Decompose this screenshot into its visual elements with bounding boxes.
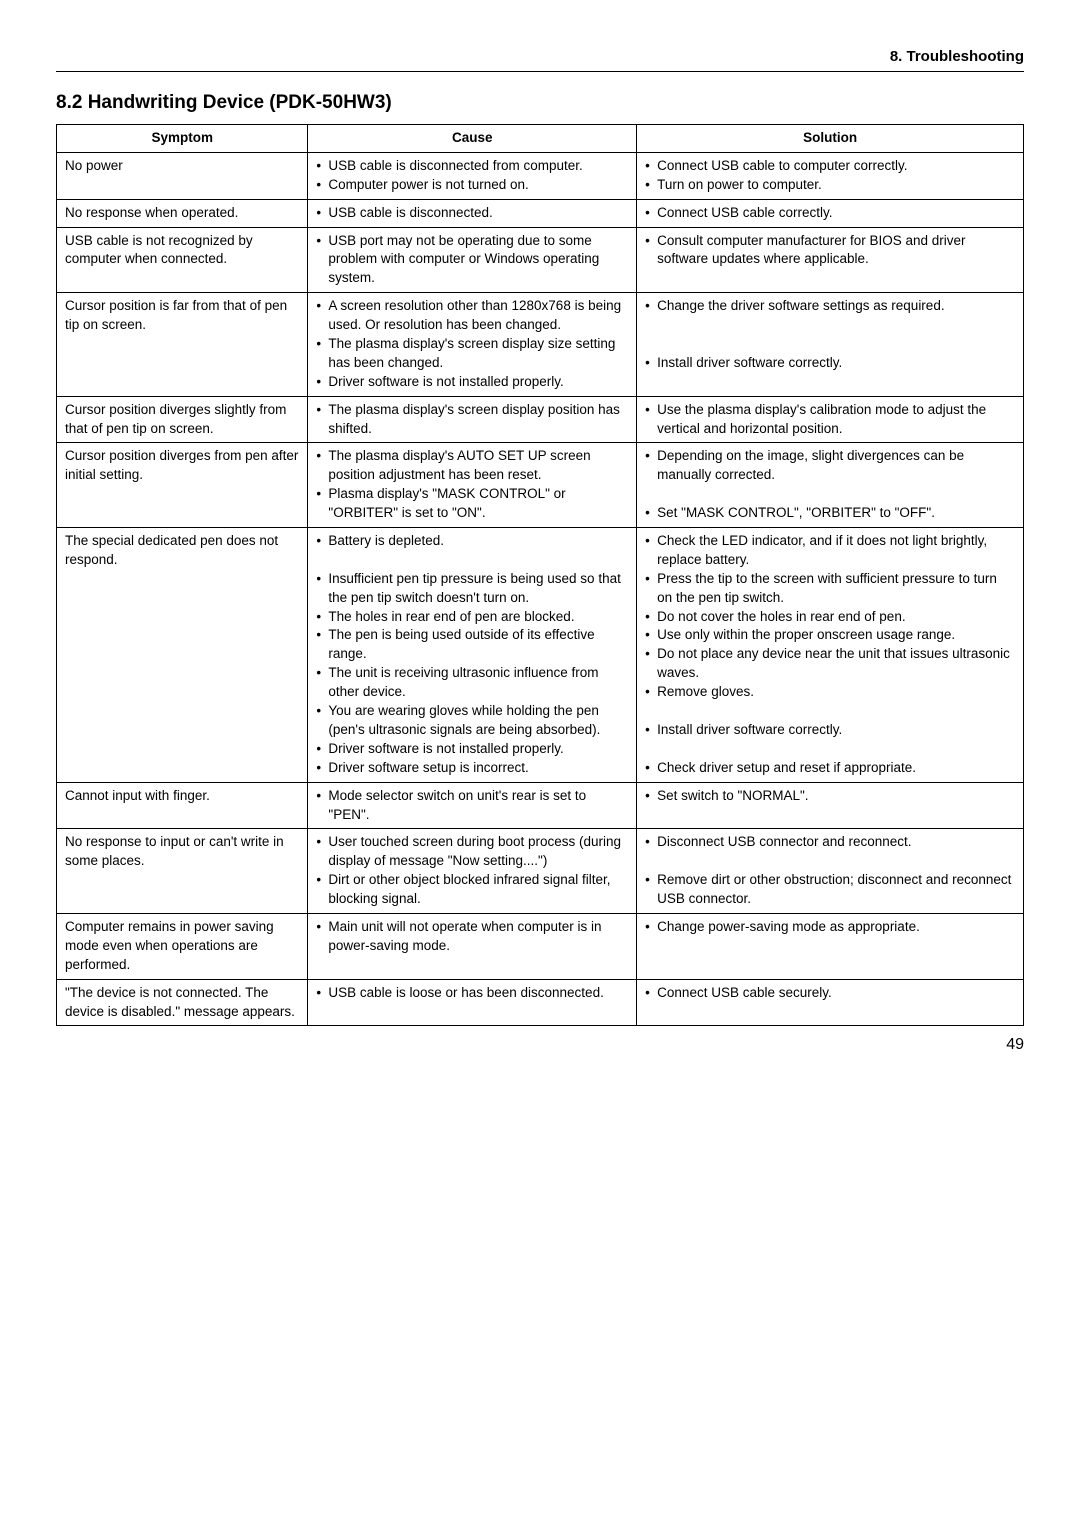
table-cell: A screen resolution other than 1280x768 …	[308, 293, 637, 396]
table-cell: Depending on the image, slight divergenc…	[637, 443, 1024, 528]
table-column-header: Cause	[308, 125, 637, 153]
symptom-cell: Cursor position is far from that of pen …	[57, 293, 308, 396]
header-rule	[56, 71, 1024, 72]
section-header: 8. Troubleshooting	[56, 48, 1024, 65]
table-row: "The device is not connected. The device…	[57, 979, 1024, 1026]
table-cell: USB cable is disconnected from computer.…	[308, 152, 637, 199]
symptom-cell: The special dedicated pen does not respo…	[57, 528, 308, 783]
section-title: 8.2 Handwriting Device (PDK-50HW3)	[56, 92, 1024, 114]
table-row: USB cable is not recognized by computer …	[57, 227, 1024, 293]
table-cell: The plasma display's AUTO SET UP screen …	[308, 443, 637, 528]
symptom-cell: No response to input or can't write in s…	[57, 829, 308, 914]
symptom-cell: Computer remains in power saving mode ev…	[57, 913, 308, 979]
table-row: Cannot input with finger.Mode selector s…	[57, 782, 1024, 829]
table-cell: Disconnect USB connector and reconnect.R…	[637, 829, 1024, 914]
symptom-cell: Cannot input with finger.	[57, 782, 308, 829]
table-row: The special dedicated pen does not respo…	[57, 528, 1024, 783]
table-cell: USB cable is loose or has been disconnec…	[308, 979, 637, 1026]
table-cell: The plasma display's screen display posi…	[308, 396, 637, 443]
table-column-header: Symptom	[57, 125, 308, 153]
table-cell: Consult computer manufacturer for BIOS a…	[637, 227, 1024, 293]
table-row: Cursor position diverges slightly from t…	[57, 396, 1024, 443]
table-cell: Change power-saving mode as appropriate.	[637, 913, 1024, 979]
table-cell: USB cable is disconnected.	[308, 199, 637, 227]
table-body: No powerUSB cable is disconnected from c…	[57, 152, 1024, 1026]
table-header-row: SymptomCauseSolution	[57, 125, 1024, 153]
table-cell: Mode selector switch on unit's rear is s…	[308, 782, 637, 829]
symptom-cell: Cursor position diverges from pen after …	[57, 443, 308, 528]
table-cell: Use the plasma display's calibration mod…	[637, 396, 1024, 443]
table-cell: Check the LED indicator, and if it does …	[637, 528, 1024, 783]
table-cell: Set switch to "NORMAL".	[637, 782, 1024, 829]
table-column-header: Solution	[637, 125, 1024, 153]
table-cell: Connect USB cable correctly.	[637, 199, 1024, 227]
table-cell: User touched screen during boot process …	[308, 829, 637, 914]
symptom-cell: Cursor position diverges slightly from t…	[57, 396, 308, 443]
table-cell: USB port may not be operating due to som…	[308, 227, 637, 293]
symptom-cell: "The device is not connected. The device…	[57, 979, 308, 1026]
table-cell: Connect USB cable to computer correctly.…	[637, 152, 1024, 199]
table-row: No response to input or can't write in s…	[57, 829, 1024, 914]
table-cell: Change the driver software settings as r…	[637, 293, 1024, 396]
table-row: Cursor position diverges from pen after …	[57, 443, 1024, 528]
table-row: No powerUSB cable is disconnected from c…	[57, 152, 1024, 199]
table-cell: Main unit will not operate when computer…	[308, 913, 637, 979]
table-row: Cursor position is far from that of pen …	[57, 293, 1024, 396]
table-cell: Battery is depleted.Insufficient pen tip…	[308, 528, 637, 783]
table-row: Computer remains in power saving mode ev…	[57, 913, 1024, 979]
table-cell: Connect USB cable securely.	[637, 979, 1024, 1026]
symptom-cell: USB cable is not recognized by computer …	[57, 227, 308, 293]
troubleshooting-table: SymptomCauseSolution No powerUSB cable i…	[56, 124, 1024, 1026]
table-row: No response when operated.USB cable is d…	[57, 199, 1024, 227]
page-number: 49	[56, 1036, 1024, 1054]
symptom-cell: No response when operated.	[57, 199, 308, 227]
symptom-cell: No power	[57, 152, 308, 199]
